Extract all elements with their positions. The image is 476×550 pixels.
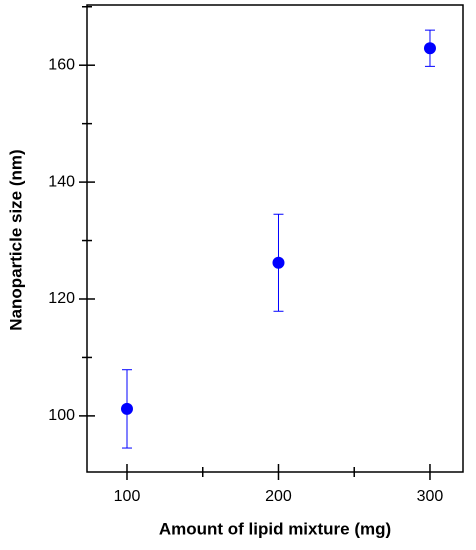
x-tick-label: 100 (114, 488, 141, 505)
y-tick-label: 160 (48, 56, 75, 73)
plot-frame (86, 4, 464, 473)
y-tick-label: 100 (48, 407, 75, 424)
y-axis-title: Nanoparticle size (nm) (6, 149, 25, 330)
x-tick-label: 200 (265, 488, 292, 505)
point (423, 42, 436, 55)
x-tick-label: 300 (417, 488, 444, 505)
point (120, 402, 133, 415)
point (272, 256, 285, 269)
y-tick-label: 140 (48, 173, 75, 190)
y-tick-label: 120 (48, 290, 75, 307)
x-axis-title: Amount of lipid mixture (mg) (159, 519, 391, 538)
